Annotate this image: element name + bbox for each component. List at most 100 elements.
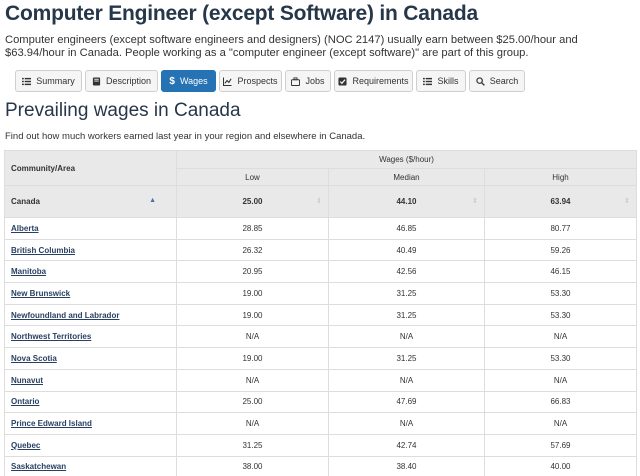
tab-label: Search xyxy=(489,76,519,86)
sort-icon[interactable]: ⇕ xyxy=(472,198,478,205)
table-row: Nova Scotia 19.00 31.25 53.30 xyxy=(4,347,638,370)
low-wage-cell: 25.00 xyxy=(176,390,329,414)
high-wage-cell: N/A xyxy=(483,368,638,392)
table-row: Northwest Territories N/A N/A N/A xyxy=(4,325,638,349)
book-icon xyxy=(92,76,101,86)
high-wage-cell: 57.69 xyxy=(483,433,638,457)
area-column-header: Community/Area xyxy=(4,150,177,186)
sort-icon[interactable]: ⇕ xyxy=(316,198,322,205)
area-cell: Quebec xyxy=(4,433,177,457)
briefcase-icon xyxy=(291,76,301,86)
table-row: New Brunswick 19.00 31.25 53.30 xyxy=(4,282,638,305)
page-title: Computer Engineer (except Software) in C… xyxy=(5,2,478,25)
area-cell: Newfoundland and Labrador xyxy=(4,303,177,327)
checkbox-icon xyxy=(338,76,348,86)
high-wage-cell: 80.77 xyxy=(483,217,638,240)
area-cell: Alberta xyxy=(4,217,177,240)
area-cell[interactable]: Canada ▲ xyxy=(4,185,177,218)
table-row: Ontario 25.00 47.69 66.83 xyxy=(4,390,638,414)
high-value: 63.94 xyxy=(550,197,571,206)
tab-wages[interactable]: $ Wages xyxy=(161,70,216,92)
high-cell[interactable]: 63.94 ⇕ xyxy=(483,185,638,218)
median-cell[interactable]: 44.10 ⇕ xyxy=(328,185,485,218)
area-link[interactable]: Northwest Territories xyxy=(11,332,92,342)
low-cell[interactable]: 25.00 ⇕ xyxy=(176,185,329,218)
skills-list-icon xyxy=(423,77,433,85)
table-row: Alberta 28.85 46.85 80.77 xyxy=(4,217,638,240)
tab-label: Prospects xyxy=(237,76,278,86)
area-link[interactable]: Newfoundland and Labrador xyxy=(11,310,120,320)
search-icon xyxy=(476,76,485,86)
low-wage-cell: 31.25 xyxy=(176,433,329,457)
high-wage-cell: N/A xyxy=(483,325,638,349)
low-wage-cell: 20.95 xyxy=(176,260,329,284)
area-link[interactable]: Prince Edward Island xyxy=(11,419,92,429)
low-wage-cell: 38.00 xyxy=(176,455,329,476)
area-cell: Saskatchewan xyxy=(4,455,177,476)
area-link[interactable]: Nova Scotia xyxy=(11,353,57,363)
area-cell: Prince Edward Island xyxy=(4,412,177,435)
area-cell: Northwest Territories xyxy=(4,325,177,349)
low-wage-cell: N/A xyxy=(176,412,329,435)
median-wage-cell: 31.25 xyxy=(328,347,485,370)
section-subheading: Find out how much workers earned last ye… xyxy=(5,131,366,142)
median-wage-cell: N/A xyxy=(328,325,485,349)
median-value: 44.10 xyxy=(396,197,417,206)
median-wage-cell: 47.69 xyxy=(328,390,485,414)
area-link[interactable]: Manitoba xyxy=(11,267,47,277)
table-row: Manitoba 20.95 42.56 46.15 xyxy=(4,260,638,284)
median-wage-cell: 40.49 xyxy=(328,238,485,262)
table-row: Quebec 31.25 42.74 57.69 xyxy=(4,433,638,457)
median-wage-cell: 42.56 xyxy=(328,260,485,284)
low-value: 25.00 xyxy=(242,197,263,206)
low-column-header[interactable]: Low xyxy=(176,168,329,186)
median-wage-cell: 42.74 xyxy=(328,433,485,457)
high-wage-cell: 59.26 xyxy=(483,238,638,262)
dollar-icon: $ xyxy=(169,75,175,87)
tab-skills[interactable]: Skills xyxy=(416,70,466,92)
sort-icon[interactable]: ⇕ xyxy=(624,198,631,205)
sort-ascending-icon[interactable]: ▲ xyxy=(149,197,156,204)
area-link[interactable]: British Columbia xyxy=(11,245,76,255)
wages-column-header: Wages ($/hour) xyxy=(175,150,638,169)
median-column-header[interactable]: Median xyxy=(328,168,485,186)
low-wage-cell: N/A xyxy=(176,368,329,392)
tab-summary[interactable]: Summary xyxy=(15,70,82,92)
low-wage-cell: 19.00 xyxy=(176,303,329,327)
area-cell: British Columbia xyxy=(4,238,177,262)
tab-bar: Summary Description $ Wages Prospects Jo… xyxy=(15,70,528,92)
high-wage-cell: 53.30 xyxy=(483,282,638,305)
low-wage-cell: 19.00 xyxy=(176,282,329,305)
area-cell: New Brunswick xyxy=(4,282,177,305)
tab-label: Wages xyxy=(179,76,208,86)
tab-requirements[interactable]: Requirements xyxy=(334,70,413,92)
table-row: Nunavut N/A N/A N/A xyxy=(4,368,638,392)
median-wage-cell: N/A xyxy=(328,412,485,435)
high-wage-cell: 66.83 xyxy=(483,390,638,414)
table-row: Prince Edward Island N/A N/A N/A xyxy=(4,412,638,435)
area-cell: Nunavut xyxy=(4,368,177,392)
high-column-header[interactable]: High xyxy=(483,168,638,186)
tab-label: Skills xyxy=(437,76,459,86)
area-link[interactable]: Saskatchewan xyxy=(11,462,67,472)
high-wage-cell: 46.15 xyxy=(483,260,638,284)
tab-search[interactable]: Search xyxy=(469,70,525,92)
area-cell: Manitoba xyxy=(4,260,177,284)
area-link[interactable]: Quebec xyxy=(11,440,41,450)
tab-label: Requirements xyxy=(352,76,409,86)
area-link[interactable]: Ontario xyxy=(11,397,40,407)
chart-icon xyxy=(223,76,233,86)
area-link[interactable]: New Brunswick xyxy=(11,288,71,298)
tab-label: Summary xyxy=(36,76,75,86)
area-link[interactable]: Alberta xyxy=(11,223,39,233)
high-wage-cell: 53.30 xyxy=(483,347,638,370)
tab-prospects[interactable]: Prospects xyxy=(219,70,282,92)
list-icon xyxy=(22,77,32,85)
tab-label: Jobs xyxy=(305,76,325,86)
tab-description[interactable]: Description xyxy=(85,70,158,92)
tab-jobs[interactable]: Jobs xyxy=(285,70,331,92)
high-wage-cell: 40.00 xyxy=(483,455,638,476)
area-link[interactable]: Nunavut xyxy=(11,375,43,385)
median-wage-cell: 31.25 xyxy=(328,282,485,305)
median-wage-cell: N/A xyxy=(328,368,485,392)
